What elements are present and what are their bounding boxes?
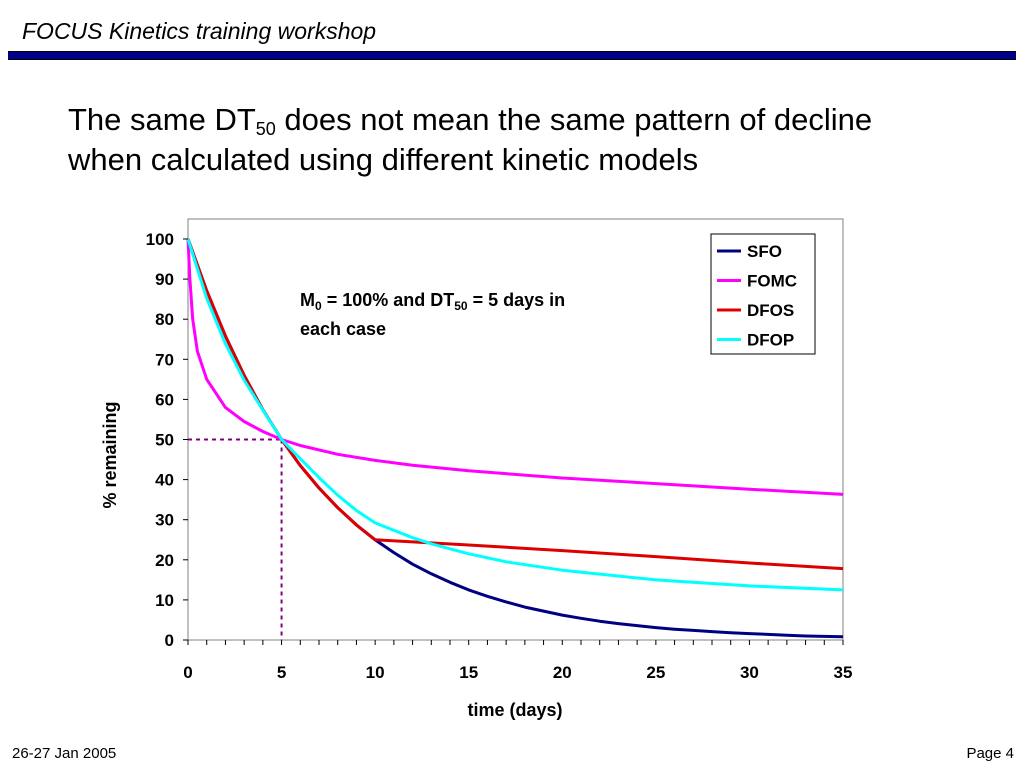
y-axis-title: % remaining — [100, 401, 120, 508]
legend-label-dfop: DFOP — [747, 331, 794, 350]
slide-title-part1: The same DT — [68, 102, 256, 137]
annotation-end: = 5 days in — [468, 290, 566, 310]
annotation-line2: each case — [300, 319, 386, 339]
y-tick-label: 20 — [155, 551, 174, 570]
y-tick-label: 80 — [155, 310, 174, 329]
y-tick-label: 50 — [155, 431, 174, 450]
plot-area-border — [187, 218, 844, 641]
annotation-mid: = 100% and DT — [322, 290, 455, 310]
workshop-title: FOCUS Kinetics training workshop — [22, 18, 377, 44]
x-axis-title: time (days) — [467, 700, 562, 720]
legend-box — [710, 233, 816, 355]
slide-title-part2: does not mean the same pattern of declin… — [275, 102, 873, 137]
y-tick-label: 30 — [155, 511, 174, 530]
footer-date: 26-27 Jan 2005 — [12, 745, 117, 762]
legend: SFO FOMC DFOS DFOP — [710, 233, 816, 355]
x-tick-label: 35 — [834, 663, 853, 682]
x-tick-label: 5 — [277, 663, 286, 682]
series-line-dfos — [186, 238, 844, 571]
annotation-sub-50: 50 — [454, 299, 468, 313]
annotation-sub-0: 0 — [315, 299, 322, 313]
y-tick-label: 0 — [165, 631, 174, 650]
footer-page-number: Page 4 — [966, 745, 1014, 762]
slide-title-line2: when calculated using different kinetic … — [68, 142, 699, 177]
y-tick-label: 90 — [155, 270, 174, 289]
legend-label-sfo: SFO — [747, 242, 782, 261]
x-tick-label: 25 — [646, 663, 665, 682]
y-tick-label: 70 — [155, 350, 174, 369]
x-tick-label: 0 — [183, 663, 192, 682]
slide-title-subscript: 50 — [255, 119, 276, 139]
y-tick-label: 60 — [155, 390, 174, 409]
x-tick-label: 30 — [740, 663, 759, 682]
legend-label-fomc: FOMC — [747, 272, 797, 291]
annotation-m: M — [300, 290, 315, 310]
slide-title: The same DT50 does not mean the same pat… — [68, 100, 988, 180]
series-line-fomc — [186, 238, 844, 496]
y-tick-label: 100 — [146, 230, 174, 249]
x-tick-label: 10 — [366, 663, 385, 682]
x-tick-label: 15 — [459, 663, 478, 682]
y-tick-label: 10 — [155, 591, 174, 610]
series-line-dfop — [186, 238, 844, 592]
header-divider-bar — [8, 51, 1016, 60]
annotation-line1: M0 = 100% and DT50 = 5 days in — [300, 290, 565, 313]
legend-label-dfos: DFOS — [747, 301, 794, 320]
x-tick-label: 20 — [553, 663, 572, 682]
y-tick-label: 40 — [155, 471, 174, 490]
